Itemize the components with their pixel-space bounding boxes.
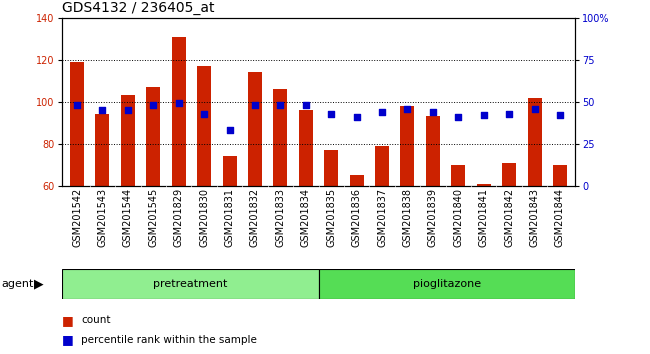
Point (529, 105, 539, 111)
Point (300, 102, 311, 108)
Point (453, 114, 463, 120)
Bar (96, 114, 109, 186)
Text: GSM201842: GSM201842 (504, 188, 514, 247)
Point (72, 102, 82, 108)
Bar (528, 98, 541, 186)
Point (275, 102, 285, 108)
Bar (222, 156, 237, 186)
Text: ■: ■ (62, 333, 73, 346)
Text: GSM201843: GSM201843 (530, 188, 540, 247)
Bar (502, 163, 516, 186)
Text: GSM201832: GSM201832 (250, 188, 260, 247)
Text: agent: agent (1, 279, 34, 289)
Bar (426, 116, 440, 186)
Bar (197, 66, 211, 186)
Text: GSM201831: GSM201831 (224, 188, 235, 247)
Text: GSM201839: GSM201839 (428, 188, 438, 247)
Text: GSM201841: GSM201841 (479, 188, 489, 247)
Text: percentile rank within the sample: percentile rank within the sample (81, 335, 257, 345)
Text: GSM201844: GSM201844 (555, 188, 565, 247)
Bar (299, 110, 313, 186)
Text: GSM201833: GSM201833 (276, 188, 285, 247)
Bar (451, 165, 465, 186)
Bar (318, 269, 575, 299)
Point (428, 109, 438, 115)
Bar (62, 269, 318, 299)
Text: pretreatment: pretreatment (153, 279, 228, 289)
Bar (121, 96, 135, 186)
Bar (274, 89, 287, 186)
Point (478, 112, 489, 118)
Point (377, 109, 387, 115)
Bar (248, 72, 262, 186)
Bar (324, 150, 338, 186)
Text: GSM201545: GSM201545 (148, 188, 158, 247)
Point (174, 101, 184, 106)
Bar (146, 87, 161, 186)
Bar (400, 106, 415, 186)
Bar (350, 175, 363, 186)
Text: GDS4132 / 236405_at: GDS4132 / 236405_at (62, 1, 214, 15)
Text: GSM201840: GSM201840 (453, 188, 463, 247)
Text: pioglitazone: pioglitazone (413, 279, 481, 289)
Point (123, 107, 133, 113)
Text: count: count (81, 315, 110, 325)
Bar (553, 165, 567, 186)
Text: ■: ■ (62, 314, 73, 327)
Point (98, 107, 108, 113)
Text: GSM201830: GSM201830 (199, 188, 209, 247)
Text: GSM201834: GSM201834 (301, 188, 311, 247)
Point (352, 114, 362, 120)
Point (250, 102, 260, 108)
Text: GSM201829: GSM201829 (174, 188, 184, 247)
Text: GSM201835: GSM201835 (326, 188, 336, 247)
Bar (70, 62, 84, 186)
Text: GSM201544: GSM201544 (123, 188, 133, 247)
Bar (476, 184, 491, 186)
Point (504, 111, 514, 116)
Point (199, 111, 209, 116)
Point (148, 102, 159, 108)
Text: GSM201836: GSM201836 (352, 188, 361, 247)
Text: ▶: ▶ (34, 278, 44, 291)
Point (224, 127, 235, 133)
Point (402, 105, 413, 111)
Bar (172, 36, 186, 186)
Point (326, 111, 337, 116)
Bar (375, 146, 389, 186)
Text: GSM201542: GSM201542 (72, 188, 82, 247)
Text: GSM201837: GSM201837 (377, 188, 387, 247)
Point (555, 112, 566, 118)
Text: GSM201838: GSM201838 (402, 188, 413, 247)
Text: GSM201543: GSM201543 (98, 188, 107, 247)
